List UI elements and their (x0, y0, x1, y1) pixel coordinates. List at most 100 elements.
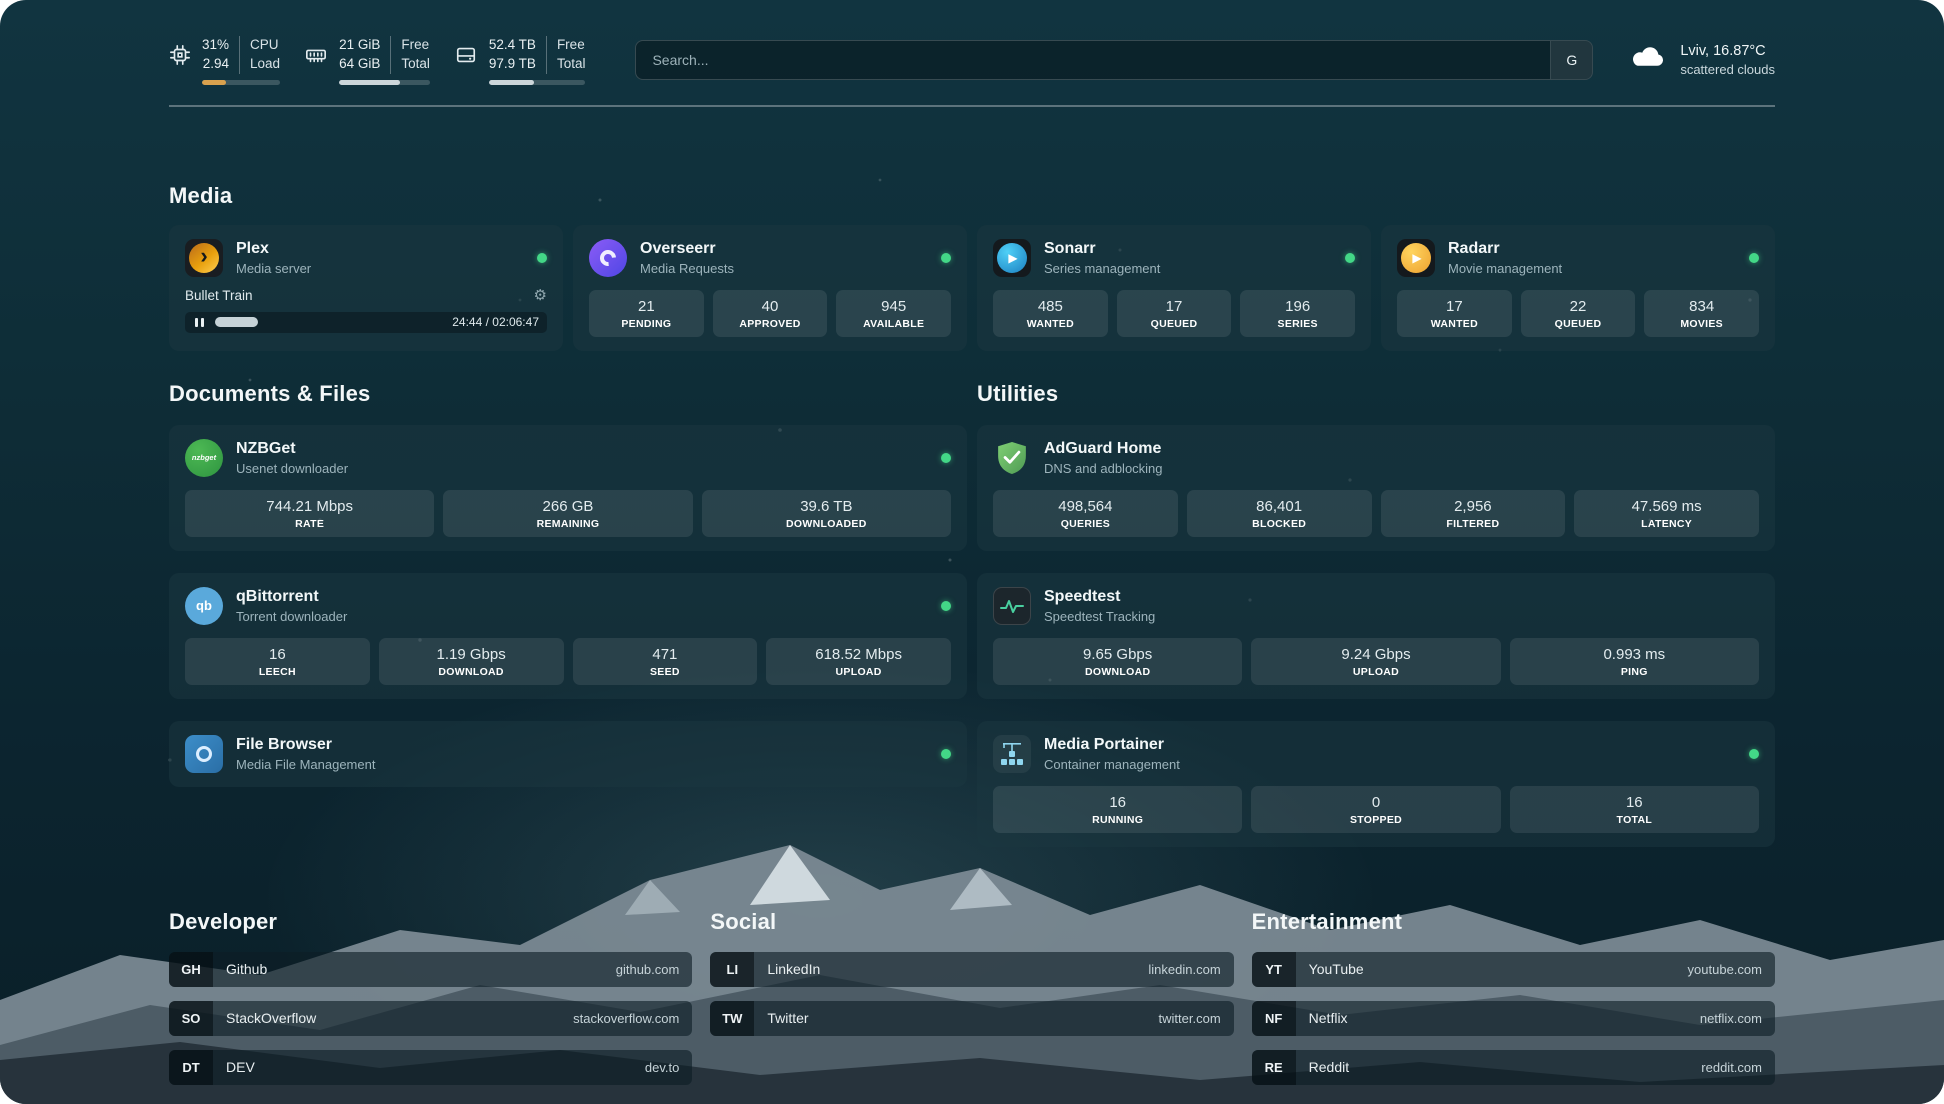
stat: 9.65 Gbps DOWNLOAD (993, 637, 1243, 685)
stat: 16 RUNNING (993, 785, 1243, 833)
filebrowser-card[interactable]: File Browser Media File Management (169, 720, 967, 787)
qbittorrent-icon: qb (185, 586, 223, 625)
nzbget-card[interactable]: nzbget NZBGet Usenet downloader 744.21 M… (169, 424, 967, 551)
stat: 266 GB REMAINING (443, 489, 693, 537)
stat-label: DOWNLOADED (786, 517, 867, 530)
adguard-card[interactable]: AdGuard Home DNS and adblocking 498,564 … (977, 424, 1775, 551)
stat-label: FILTERED (1446, 517, 1500, 530)
stat-value: 0.993 ms (1603, 645, 1666, 663)
section-title-entertainment: Entertainment (1251, 908, 1403, 934)
stat-value: 471 (652, 645, 678, 663)
bookmark-abbr: SO (169, 1000, 213, 1036)
speedtest-card[interactable]: Speedtest Speedtest Tracking 9.65 Gbps D… (977, 572, 1775, 699)
qbittorrent-card[interactable]: qb qBittorrent Torrent downloader 16 LEE… (169, 572, 967, 699)
stat-value: 945 (881, 297, 907, 315)
stat-value: 40 (761, 297, 779, 315)
bookmark-reddit[interactable]: RE Reddit reddit.com (1251, 1049, 1775, 1085)
stat-value: 485 (1037, 297, 1063, 315)
stats-row: 21 PENDING 40 APPROVED 945 AVAILABLE (589, 289, 952, 337)
stat: 498,564 QUERIES (993, 489, 1178, 537)
portainer-card[interactable]: Media Portainer Container management 16 … (977, 720, 1775, 847)
section-title-social: Social (710, 908, 777, 934)
stat-label: PENDING (621, 317, 672, 330)
filebrowser-icon (185, 734, 223, 773)
overseerr-card[interactable]: Overseerr Media Requests 21 PENDING 40 A… (573, 224, 967, 351)
disk-free: 52.4 TB (488, 37, 536, 52)
service-subtitle: DNS and adblocking (1044, 460, 1163, 476)
stat-label: WANTED (1026, 317, 1074, 330)
stat-label: BLOCKED (1252, 517, 1307, 530)
bookmark-dev[interactable]: DT DEV dev.to (169, 1049, 693, 1085)
disk-widget: 52.4 TB 97.9 TB Free Total (454, 36, 586, 85)
memory-free: 21 GiB (339, 37, 381, 52)
stats-row: 16 LEECH 1.19 Gbps DOWNLOAD 471 SEED 6 (185, 637, 951, 685)
cpu-load: 2.94 (202, 55, 230, 71)
stat: 21 PENDING (589, 289, 704, 337)
bookmark-linkedin[interactable]: LI LinkedIn linkedin.com (710, 951, 1234, 987)
stat: 471 SEED (572, 637, 758, 685)
stat-value: 39.6 TB (800, 497, 853, 515)
disk-usage-bar (488, 79, 586, 85)
bookmark-url: stackoverflow.com (573, 1010, 680, 1026)
stat-value: 86,401 (1256, 497, 1303, 515)
plex-card[interactable]: › Plex Media server Bullet Train ⚙ (169, 224, 563, 351)
memory-widget: 21 GiB 64 GiB Free Total (304, 36, 430, 85)
stat-value: 266 GB (542, 497, 594, 515)
cpu-label: CPU (250, 37, 279, 52)
stat: 47.569 ms LATENCY (1574, 489, 1759, 537)
search-input[interactable] (636, 41, 1551, 80)
stat-value: 1.19 Gbps (436, 645, 506, 663)
stat-value: 744.21 Mbps (266, 497, 354, 515)
stat-value: 0 (1371, 793, 1381, 811)
radarr-card[interactable]: ▶ Radarr Movie management 17 WANTED 22 (1381, 224, 1775, 351)
gear-icon[interactable]: ⚙ (533, 286, 547, 304)
stat-value: 618.52 Mbps (815, 645, 902, 663)
bookmark-group-developer: Developer GH Github github.com SO StackO… (169, 909, 693, 1099)
weather-widget[interactable]: Lviv, 16.87°C scattered clouds (1629, 43, 1775, 77)
status-indicator (1345, 252, 1355, 263)
stat-value: 22 (1569, 297, 1587, 315)
bookmark-name: YouTube (1308, 961, 1364, 978)
bookmark-youtube[interactable]: YT YouTube youtube.com (1251, 951, 1775, 987)
now-playing-title: Bullet Train (185, 287, 253, 303)
service-name: Sonarr (1044, 239, 1096, 257)
stats-row: 498,564 QUERIES 86,401 BLOCKED 2,956 FIL… (993, 489, 1759, 537)
stat-label: AVAILABLE (863, 317, 925, 330)
stat-value: 9.65 Gbps (1083, 645, 1153, 663)
stat: 945 AVAILABLE (836, 289, 952, 337)
top-bar: 31% 2.94 CPU Load (169, 36, 1775, 85)
pause-icon[interactable] (193, 316, 206, 329)
stat: 2,956 FILTERED (1380, 489, 1566, 537)
header-divider (169, 104, 1775, 107)
stat: 39.6 TB DOWNLOADED (701, 489, 951, 537)
stat: 0 STOPPED (1251, 785, 1501, 833)
stat-label: APPROVED (739, 317, 801, 330)
search-provider-button[interactable]: G (1550, 41, 1593, 80)
status-indicator (941, 452, 951, 463)
disk-free-label: Free (556, 37, 585, 52)
service-subtitle: Movie management (1448, 260, 1563, 276)
service-subtitle: Media File Management (236, 756, 376, 772)
dashboard-content: 31% 2.94 CPU Load (169, 0, 1775, 1104)
stat-value: 17 (1165, 297, 1183, 315)
bookmark-stackoverflow[interactable]: SO StackOverflow stackoverflow.com (169, 1000, 693, 1036)
service-name: AdGuard Home (1044, 439, 1162, 457)
bookmark-netflix[interactable]: NF Netflix netflix.com (1251, 1000, 1775, 1036)
sonarr-icon: ▶ (993, 238, 1031, 277)
stat: 17 QUEUED (1116, 289, 1232, 337)
service-name: Overseerr (640, 239, 716, 257)
overseerr-icon (589, 238, 627, 277)
stat: 744.21 Mbps RATE (185, 489, 435, 537)
service-name: Media Portainer (1044, 735, 1165, 753)
media-grid: › Plex Media server Bullet Train ⚙ (169, 224, 1775, 351)
bookmark-twitter[interactable]: TW Twitter twitter.com (710, 1000, 1234, 1036)
sonarr-card[interactable]: ▶ Sonarr Series management 485 WANTED 17 (977, 224, 1371, 351)
bookmark-url: twitter.com (1158, 1010, 1221, 1026)
playback-progress-track[interactable] (215, 317, 443, 328)
section-title-utilities: Utilities (977, 380, 1059, 406)
stat: 17 WANTED (1397, 289, 1512, 337)
bookmark-github[interactable]: GH Github github.com (169, 951, 693, 987)
stat-label: TOTAL (1616, 813, 1653, 826)
stat-value: 9.24 Gbps (1341, 645, 1411, 663)
